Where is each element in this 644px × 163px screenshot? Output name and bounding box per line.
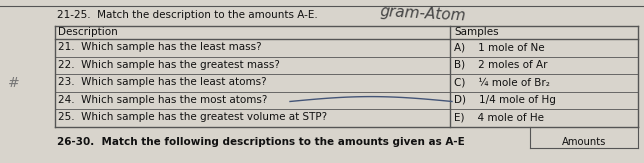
Text: B)    2 moles of Ar: B) 2 moles of Ar bbox=[454, 60, 547, 70]
Text: 22.  Which sample has the greatest mass?: 22. Which sample has the greatest mass? bbox=[58, 60, 280, 70]
Text: D)    1/4 mole of Hg: D) 1/4 mole of Hg bbox=[454, 95, 556, 105]
Text: 21-25.  Match the description to the amounts A-E.: 21-25. Match the description to the amou… bbox=[57, 10, 317, 20]
Text: #: # bbox=[8, 76, 20, 90]
Text: gram-Atom: gram-Atom bbox=[380, 4, 467, 24]
Text: C)    ¼ mole of Br₂: C) ¼ mole of Br₂ bbox=[454, 77, 550, 87]
Text: 24.  Which sample has the most atoms?: 24. Which sample has the most atoms? bbox=[58, 95, 267, 105]
Text: 21.  Which sample has the least mass?: 21. Which sample has the least mass? bbox=[58, 42, 261, 52]
Text: 23.  Which sample has the least atoms?: 23. Which sample has the least atoms? bbox=[58, 77, 267, 87]
Text: 26-30.  Match the following descriptions to the amounts given as A-E: 26-30. Match the following descriptions … bbox=[57, 137, 465, 147]
Text: E)    4 mole of He: E) 4 mole of He bbox=[454, 112, 544, 122]
Text: Samples: Samples bbox=[454, 28, 498, 37]
Text: Description: Description bbox=[58, 28, 118, 37]
Text: A)    1 mole of Ne: A) 1 mole of Ne bbox=[454, 42, 545, 52]
Text: 25.  Which sample has the greatest volume at STP?: 25. Which sample has the greatest volume… bbox=[58, 112, 327, 122]
Text: Amounts: Amounts bbox=[562, 137, 606, 147]
